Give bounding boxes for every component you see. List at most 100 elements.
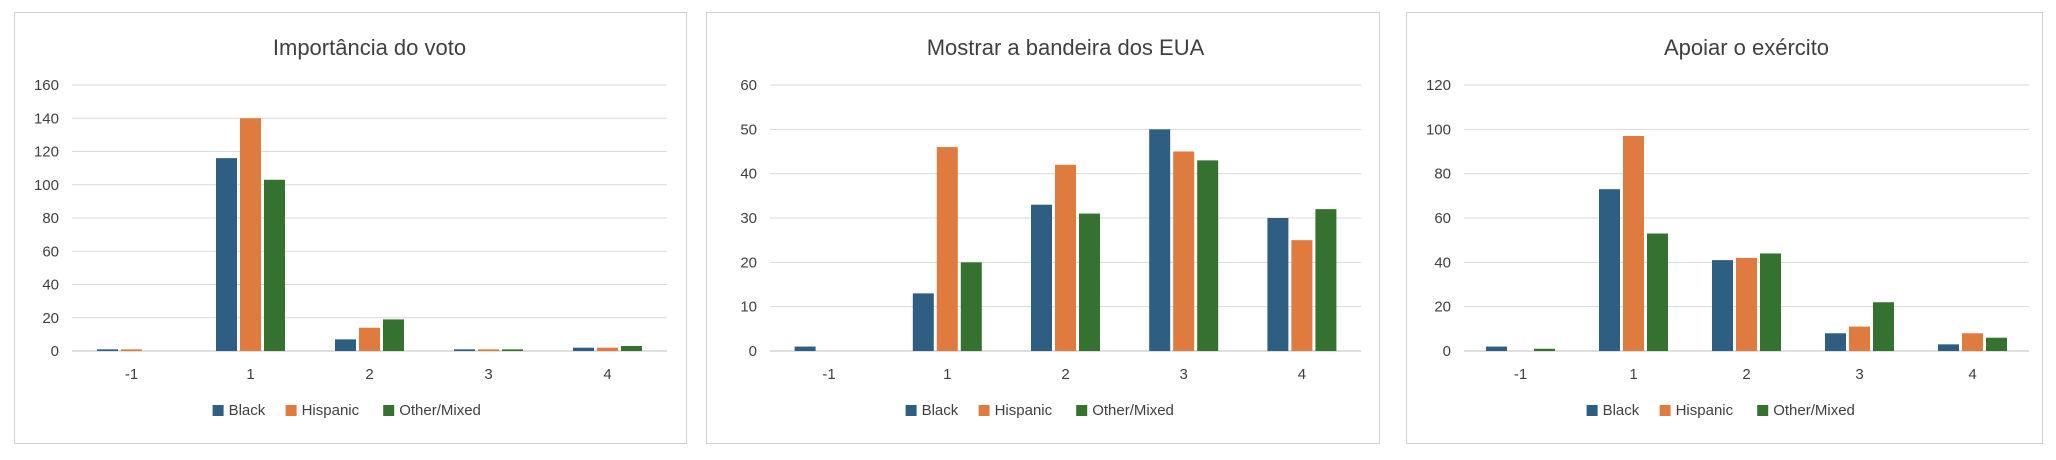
x-tick-label: 4: [1298, 366, 1306, 383]
chart-panel-apoiar-o-exercito: Apoiar o exército 0 20 40 60 80 100 120 -1 1 2 3 4 Bl…: [1406, 12, 2043, 444]
legend-swatch-black: [1586, 405, 1598, 416]
legend-swatch-other-mixed: [383, 405, 395, 416]
bar-black: [1149, 129, 1171, 351]
chart-svg: Apoiar o exército 0 20 40 60 80 100 120 -1 1 2 3 4 Bl…: [1426, 35, 2029, 419]
bar-black: [454, 349, 475, 351]
x-tick-label: 1: [943, 366, 951, 383]
legend-label-other-mixed: Other/Mixed: [1092, 402, 1174, 419]
bar-other-mixed: [1315, 209, 1337, 351]
y-tick-label: 100: [1426, 121, 1451, 138]
legend-label-hispanic: Hispanic: [995, 402, 1053, 419]
bar-other-mixed: [1760, 253, 1781, 351]
bar-other-mixed: [1647, 233, 1668, 351]
x-tick-label: 3: [1855, 366, 1863, 383]
x-tick-label: 2: [365, 366, 373, 383]
x-tick-label: 4: [603, 366, 611, 383]
legend-swatch-hispanic: [285, 405, 297, 416]
bar-black: [1267, 218, 1289, 351]
bar-hispanic: [1962, 333, 1983, 351]
legend: Black Hispanic Other/Mixed: [1586, 402, 1855, 419]
y-tick-label: 40: [42, 277, 59, 294]
bar-black: [1599, 189, 1620, 351]
y-tick-label: 80: [42, 210, 59, 227]
y-tick-label: 60: [42, 243, 59, 260]
legend: Black Hispanic Other/Mixed: [905, 402, 1174, 419]
bar-hispanic: [936, 147, 958, 351]
y-tick-label: 30: [740, 210, 757, 227]
y-tick-label: 0: [749, 343, 757, 360]
x-tick-label: 1: [1629, 366, 1637, 383]
bar-other-mixed: [383, 319, 404, 351]
bar-hispanic: [240, 118, 261, 351]
bar-hispanic: [597, 347, 618, 351]
bar-other-mixed: [502, 349, 523, 351]
chart-title: Apoiar o exército: [1664, 35, 1829, 60]
bar-black: [216, 158, 237, 351]
legend: Black Hispanic Other/Mixed: [212, 402, 481, 419]
legend-swatch-black: [905, 405, 917, 416]
bar-hispanic: [121, 349, 142, 351]
chart-svg: Mostrar a bandeira dos EUA 0 10 20 30 40 50 60 -…: [740, 35, 1361, 419]
bar-hispanic: [1055, 164, 1076, 351]
bar-hispanic: [1173, 151, 1195, 351]
legend-swatch-hispanic: [978, 405, 990, 416]
x-tick-label: 3: [484, 366, 492, 383]
bar-hispanic: [359, 327, 380, 351]
y-tick-label: 50: [740, 121, 757, 138]
legend-label-other-mixed: Other/Mixed: [1773, 402, 1855, 419]
y-tick-label: 20: [1434, 299, 1451, 316]
y-tick-label: 20: [42, 310, 59, 327]
bar-other-mixed: [1986, 337, 2007, 351]
bar-hispanic: [1623, 135, 1644, 351]
chart-svg: Importância do voto 0 20 40 60 80 100 120 140 160…: [34, 35, 667, 419]
x-tick-label: 1: [246, 366, 254, 383]
bar-other-mixed: [1873, 302, 1894, 351]
bar-hispanic: [1736, 257, 1757, 351]
chart-panel-importancia-do-voto: Importância do voto 0 20 40 60 80 100 120 140 160…: [14, 12, 687, 444]
y-tick-label: 140: [34, 110, 59, 127]
y-tick-label: 160: [34, 77, 59, 94]
legend-swatch-black: [212, 405, 224, 416]
y-tick-label: 100: [34, 177, 59, 194]
bar-other-mixed: [1197, 160, 1219, 351]
bar-black: [1486, 346, 1507, 351]
x-tick-label: -1: [1514, 366, 1527, 383]
x-tick-label: -1: [125, 366, 138, 383]
bar-other-mixed: [960, 262, 982, 351]
y-tick-label: 60: [1434, 210, 1451, 227]
y-tick-label: 0: [1443, 343, 1451, 360]
bar-other-mixed: [264, 179, 285, 351]
legend-swatch-other-mixed: [1757, 405, 1769, 416]
y-tick-label: 10: [740, 299, 757, 316]
y-tick-label: 60: [740, 77, 757, 94]
bar-black: [1938, 344, 1959, 351]
y-tick-label: 80: [1434, 166, 1451, 183]
legend-swatch-other-mixed: [1076, 405, 1088, 416]
y-tick-label: 40: [1434, 254, 1451, 271]
bar-hispanic: [1291, 240, 1313, 351]
chart-panel-mostrar-a-bandeira: Mostrar a bandeira dos EUA 0 10 20 30 40 50 60 -…: [706, 12, 1380, 444]
bar-hispanic: [478, 349, 499, 351]
chart-title: Mostrar a bandeira dos EUA: [927, 35, 1205, 60]
bar-black: [1031, 204, 1052, 351]
x-tick-label: 2: [1061, 366, 1069, 383]
bar-hispanic: [1849, 326, 1870, 351]
y-tick-label: 0: [51, 343, 59, 360]
bar-black: [573, 347, 594, 351]
x-tick-label: 3: [1180, 366, 1188, 383]
y-tick-label: 120: [1426, 77, 1451, 94]
legend-label-black: Black: [229, 402, 266, 419]
legend-label-black: Black: [1603, 402, 1640, 419]
y-tick-label: 40: [740, 166, 757, 183]
bar-black: [794, 346, 816, 351]
legend-label-black: Black: [922, 402, 959, 419]
bar-other-mixed: [621, 346, 642, 351]
bar-other-mixed: [1079, 213, 1100, 351]
x-tick-label: 4: [1968, 366, 1976, 383]
bar-other-mixed: [1534, 348, 1555, 351]
chart-title: Importância do voto: [273, 35, 466, 60]
legend-swatch-hispanic: [1659, 405, 1671, 416]
legend-label-hispanic: Hispanic: [302, 402, 360, 419]
bar-black: [97, 349, 118, 351]
bar-black: [335, 339, 356, 351]
